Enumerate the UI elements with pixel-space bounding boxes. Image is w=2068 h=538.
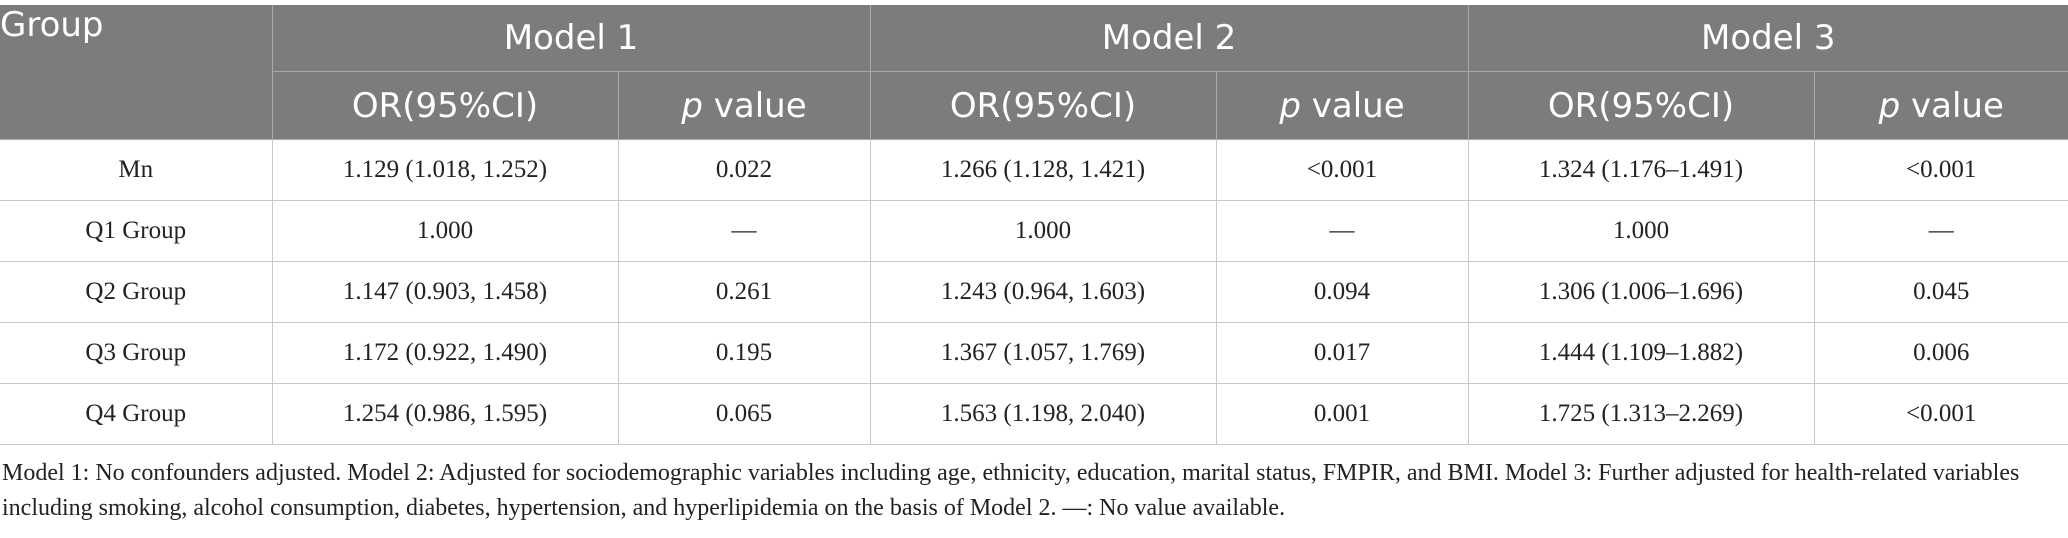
model-1-or-cell: 1.129 (1.018, 1.252) (272, 139, 619, 201)
model-1-or-header: OR(95%CI) (272, 71, 619, 140)
model-2-or-cell: 1.367 (1.057, 1.769) (870, 322, 1217, 384)
model-2-p-cell: 0.094 (1216, 261, 1469, 323)
table-row: Mn 1.129 (1.018, 1.252) 0.022 1.266 (1.1… (0, 139, 2068, 201)
model-2-or-cell: 1.000 (870, 200, 1217, 262)
p-value-label: value (1300, 85, 1405, 126)
group-cell: Mn (0, 139, 273, 201)
p-italic: p (681, 85, 703, 126)
header-row-subcolumns: OR(95%CI) p value OR(95%CI) p value OR(9… (0, 71, 2068, 140)
model-3-or-cell: 1.444 (1.109–1.882) (1468, 322, 1815, 384)
table-header: Group Model 1 Model 2 Model 3 OR(95%CI) … (0, 5, 2068, 140)
model-2-p-header: p value (1216, 71, 1469, 140)
model-1-p-cell: — (618, 200, 871, 262)
model-3-or-cell: 1.324 (1.176–1.491) (1468, 139, 1815, 201)
model-1-or-cell: 1.172 (0.922, 1.490) (272, 322, 619, 384)
model-1-or-cell: 1.147 (0.903, 1.458) (272, 261, 619, 323)
model-2-or-cell: 1.243 (0.964, 1.603) (870, 261, 1217, 323)
model-2-p-cell: <0.001 (1216, 139, 1469, 201)
model-1-or-cell: 1.000 (272, 200, 619, 262)
model-2-p-cell: — (1216, 200, 1469, 262)
table-row: Q2 Group 1.147 (0.903, 1.458) 0.261 1.24… (0, 261, 2068, 323)
model-2-or-cell: 1.266 (1.128, 1.421) (870, 139, 1217, 201)
p-italic: p (1279, 85, 1301, 126)
model-2-p-cell: 0.001 (1216, 383, 1469, 445)
header-row-models: Group Model 1 Model 2 Model 3 (0, 5, 2068, 140)
model-1-p-header: p value (618, 71, 871, 140)
model-1-p-cell: 0.261 (618, 261, 871, 323)
model-3-or-cell: 1.306 (1.006–1.696) (1468, 261, 1815, 323)
model-1-or-cell: 1.254 (0.986, 1.595) (272, 383, 619, 445)
model-2-or-cell: 1.563 (1.198, 2.040) (870, 383, 1217, 445)
group-cell: Q3 Group (0, 322, 273, 384)
model-3-p-cell: 0.006 (1814, 322, 2068, 384)
group-cell: Q2 Group (0, 261, 273, 323)
group-cell: Q4 Group (0, 383, 273, 445)
model-2-p-cell: 0.017 (1216, 322, 1469, 384)
model-3-header: Model 3 (1468, 5, 2068, 72)
model-3-p-header: p value (1814, 71, 2068, 140)
model-3-or-cell: 1.000 (1468, 200, 1815, 262)
p-value-label: value (1900, 85, 2004, 126)
table-body: Mn 1.129 (1.018, 1.252) 0.022 1.266 (1.1… (0, 139, 2068, 445)
model-3-p-cell: <0.001 (1814, 383, 2068, 445)
model-2-header: Model 2 (870, 5, 1469, 72)
model-3-p-cell: 0.045 (1814, 261, 2068, 323)
model-1-header: Model 1 (272, 5, 871, 72)
p-value-label: value (702, 85, 807, 126)
model-1-p-cell: 0.065 (618, 383, 871, 445)
model-3-or-cell: 1.725 (1.313–2.269) (1468, 383, 1815, 445)
table-row: Q3 Group 1.172 (0.922, 1.490) 0.195 1.36… (0, 322, 2068, 384)
model-3-p-cell: <0.001 (1814, 139, 2068, 201)
table-row: Q4 Group 1.254 (0.986, 1.595) 0.065 1.56… (0, 383, 2068, 445)
model-1-p-cell: 0.195 (618, 322, 871, 384)
model-3-or-header: OR(95%CI) (1468, 71, 1815, 140)
table-row: Q1 Group 1.000 — 1.000 — 1.000 — (0, 200, 2068, 262)
model-3-p-cell: — (1814, 200, 2068, 262)
group-cell: Q1 Group (0, 200, 273, 262)
results-table-container: Group Model 1 Model 2 Model 3 OR(95%CI) … (0, 5, 2068, 445)
group-column-header: Group (0, 5, 273, 140)
table-footnote: Model 1: No confounders adjusted. Model … (2, 460, 2020, 521)
model-2-or-header: OR(95%CI) (870, 71, 1217, 140)
model-1-p-cell: 0.022 (618, 139, 871, 201)
p-italic: p (1878, 85, 1901, 126)
results-table: Group Model 1 Model 2 Model 3 OR(95%CI) … (0, 5, 2068, 445)
